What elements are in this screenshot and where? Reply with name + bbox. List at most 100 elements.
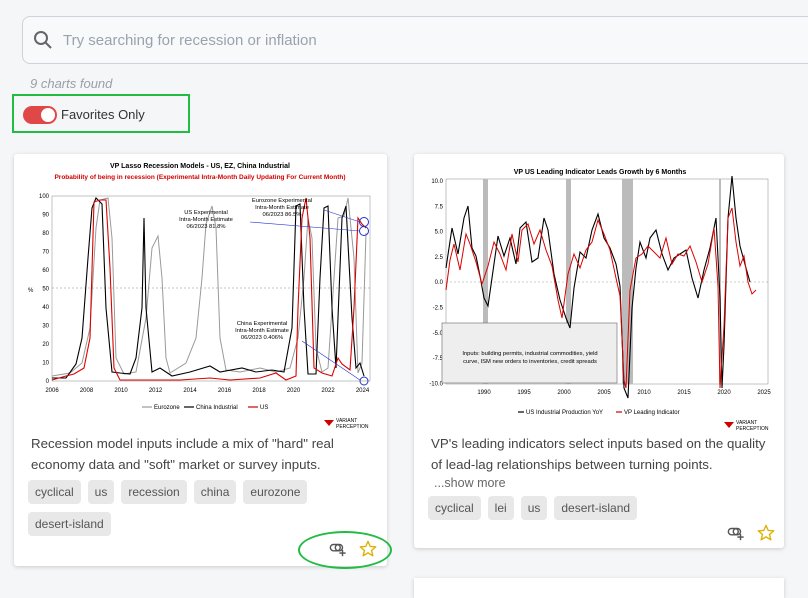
chart-image-leading-indicator[interactable]: VP US Leading Indicator Leads Growth by … bbox=[420, 158, 780, 434]
annotation-text: US Experimental bbox=[184, 210, 228, 216]
series-china-industrial bbox=[52, 197, 365, 379]
tick-label: 2.5 bbox=[435, 255, 444, 261]
tick-label: 30 bbox=[42, 324, 49, 330]
tick-label: 2012 bbox=[149, 388, 163, 394]
tick-label: 2014 bbox=[183, 388, 197, 394]
svg-text:PERCEPTION: PERCEPTION bbox=[336, 424, 369, 430]
tag-chip[interactable]: lei bbox=[487, 496, 514, 520]
card-description: VP's leading indicators select inputs ba… bbox=[431, 436, 766, 472]
tick-label: 2024 bbox=[356, 388, 370, 394]
tick-label: 60 bbox=[42, 268, 49, 274]
favorites-toggle-label: Favorites Only bbox=[61, 107, 145, 122]
tick-label: 2010 bbox=[114, 388, 128, 394]
results-count: 9 charts found bbox=[30, 76, 113, 91]
tick-label: 2020 bbox=[717, 390, 731, 396]
tick-label: 1995 bbox=[517, 390, 531, 396]
tag-chip[interactable]: us bbox=[87, 480, 115, 504]
annotation-text: 06/2023 0.406% bbox=[241, 335, 283, 341]
series-industrial-production bbox=[445, 175, 751, 399]
tick-label: 2015 bbox=[677, 390, 691, 396]
tag-chip[interactable]: eurozone bbox=[243, 480, 308, 504]
star-icon[interactable] bbox=[757, 524, 775, 542]
tick-label: 5.0 bbox=[435, 230, 444, 236]
tag-list: cyclical us recession china eurozone des… bbox=[28, 480, 377, 536]
tick-label: 2018 bbox=[252, 388, 266, 394]
tick-label: 7.5 bbox=[435, 204, 444, 210]
tick-label: 50 bbox=[42, 287, 49, 293]
annotation-pointer-eurozone bbox=[323, 209, 361, 223]
y-axis-label: % bbox=[28, 288, 34, 294]
tick-label: 2020 bbox=[287, 388, 301, 394]
chart-subtitle: Probability of being in recession (Exper… bbox=[54, 174, 345, 181]
legend-industrial-production: US Industrial Production YoY bbox=[526, 410, 603, 416]
tick-label: -7.5 bbox=[433, 356, 444, 362]
tick-label: 2006 bbox=[45, 388, 59, 394]
tag-chip[interactable]: us bbox=[520, 496, 548, 520]
annotation-text: Intra-Month Estimate bbox=[235, 328, 289, 334]
legend-eurozone: Eurozone bbox=[154, 405, 180, 411]
chart-image-recession[interactable]: VP Lasso Recession Models - US, EZ, Chin… bbox=[20, 158, 382, 434]
tick-label: 2008 bbox=[80, 388, 94, 394]
legend-vp-leading-indicator: VP Leading Indicator bbox=[624, 410, 680, 416]
tick-label: 2010 bbox=[637, 390, 651, 396]
tick-label: -10.0 bbox=[429, 381, 443, 387]
tick-label: 80 bbox=[42, 231, 49, 237]
annotation-text: 06/2023 86.5% bbox=[262, 212, 301, 218]
annotation-text: 06/2023 81.8% bbox=[186, 224, 225, 230]
tick-label: 2022 bbox=[321, 388, 335, 394]
inset-text: curve, ISM new orders to inventories, cr… bbox=[463, 359, 597, 365]
chart-card[interactable]: VP Lasso Recession Models - US, EZ, Chin… bbox=[14, 154, 387, 566]
tick-label: 0 bbox=[46, 379, 50, 385]
link-add-icon[interactable] bbox=[727, 524, 745, 542]
card-description: Recession model inputs include a mix of … bbox=[31, 436, 334, 472]
svg-text:VARIANT: VARIANT bbox=[736, 420, 757, 426]
tick-label: 1990 bbox=[477, 390, 491, 396]
chart-card[interactable]: VP US Leading Indicator Leads Growth by … bbox=[414, 154, 784, 548]
tick-label: 90 bbox=[42, 213, 49, 219]
series-eurozone bbox=[51, 197, 367, 377]
plot-area bbox=[445, 178, 769, 385]
svg-text:VARIANT: VARIANT bbox=[336, 418, 357, 424]
annotation-text: Intra-Month Estimate bbox=[255, 205, 309, 211]
recession-bands bbox=[483, 179, 721, 384]
tick-label: 20 bbox=[42, 342, 49, 348]
tick-label: 40 bbox=[42, 305, 49, 311]
tick-label: 2005 bbox=[597, 390, 611, 396]
chart-card-partial bbox=[414, 578, 784, 598]
plot-area bbox=[51, 195, 371, 382]
series-us bbox=[51, 197, 367, 381]
marker-us bbox=[359, 226, 369, 236]
search-bar[interactable]: Try searching for recession or inflation bbox=[22, 16, 808, 64]
tick-label: -2.5 bbox=[433, 306, 444, 312]
tick-label: 70 bbox=[42, 250, 49, 256]
search-placeholder: Try searching for recession or inflation bbox=[63, 32, 317, 49]
tag-list: cyclical lei us desert-island bbox=[428, 496, 774, 520]
tick-label: -5.0 bbox=[433, 331, 444, 337]
tag-chip[interactable]: recession bbox=[121, 480, 187, 504]
tag-chip[interactable]: desert-island bbox=[28, 512, 111, 536]
tick-label: 10.0 bbox=[431, 179, 443, 185]
chart-title: VP US Leading Indicator Leads Growth by … bbox=[514, 169, 687, 176]
tick-label: 0.0 bbox=[435, 280, 444, 286]
tag-chip[interactable]: desert-island bbox=[554, 496, 638, 520]
show-more-link[interactable]: ...show more bbox=[434, 476, 506, 490]
search-icon bbox=[34, 31, 52, 49]
chart-title: VP Lasso Recession Models - US, EZ, Chin… bbox=[110, 163, 290, 170]
tag-chip[interactable]: china bbox=[193, 480, 237, 504]
tag-chip[interactable]: cyclical bbox=[28, 480, 81, 504]
favorites-toggle-highlight: Favorites Only bbox=[12, 94, 190, 133]
legend-china-industrial: China Industrial bbox=[196, 405, 238, 411]
toggle-knob bbox=[41, 108, 55, 122]
annotation-pointer-china bbox=[301, 340, 361, 381]
annotation-text: Intra-Month Estimate bbox=[179, 217, 233, 223]
tick-label: 2016 bbox=[218, 388, 232, 394]
actions-highlight bbox=[298, 531, 392, 569]
tag-chip[interactable]: cyclical bbox=[428, 496, 481, 520]
annotation-text: Eurozone Experimental bbox=[252, 198, 312, 204]
brand-logo: VARIANT PERCEPTION bbox=[324, 418, 369, 430]
legend-us: US bbox=[260, 405, 268, 411]
brand-logo: VARIANT PERCEPTION bbox=[724, 420, 769, 432]
inset-text: Inputs: building permits, industrial com… bbox=[462, 351, 597, 357]
favorites-toggle[interactable] bbox=[23, 106, 57, 124]
series-vp-leading-indicator bbox=[445, 207, 757, 389]
